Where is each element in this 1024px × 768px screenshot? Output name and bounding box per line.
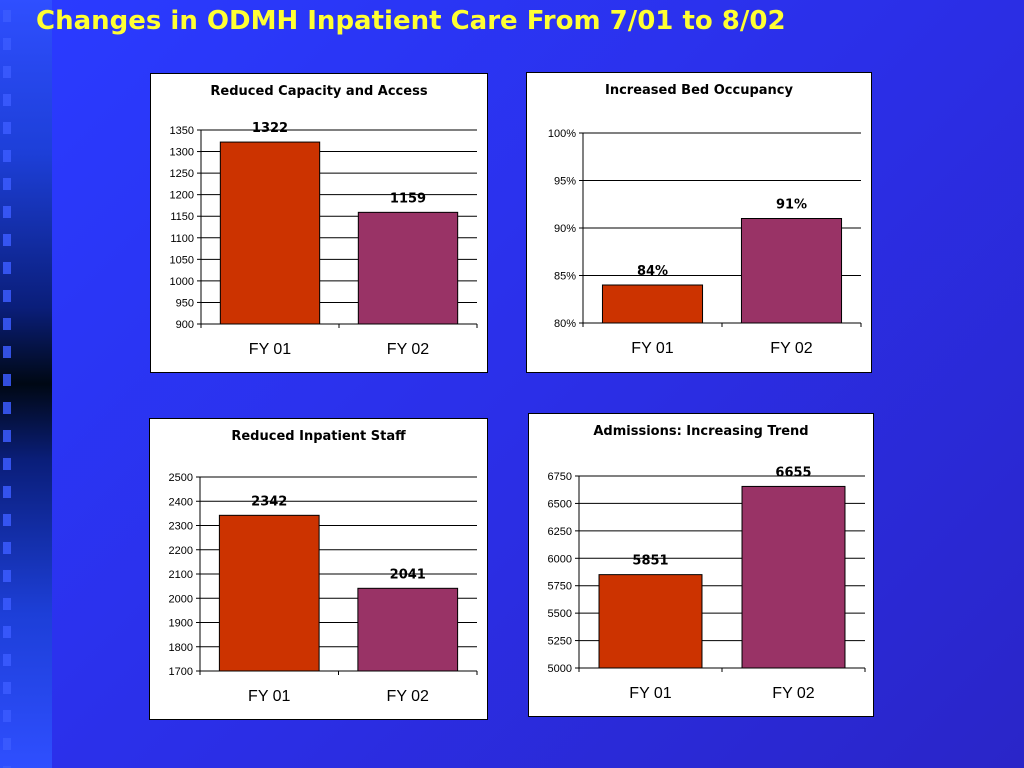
y-tick-label: 6500 [548, 498, 572, 510]
x-tick-label: FY 02 [387, 688, 430, 705]
chart-panel-staff: 1700 1800 1900 2000 2100 2200 2300 2400 2500 2342… [149, 418, 488, 720]
bar-chart: 1700 1800 1900 2000 2100 2200 2300 2400 2500 2342… [169, 472, 478, 705]
bar-fy-02 [357, 587, 459, 672]
x-tick-label: FY 01 [249, 341, 292, 358]
y-tick-label: 5750 [548, 581, 572, 593]
x-tick-label: FY 01 [631, 340, 674, 357]
data-label: 1159 [390, 191, 426, 206]
y-tick-label: 1200 [170, 190, 194, 202]
chart-panel-admissions: 5000 5250 5500 5750 6000 6250 6500 6750 5851 FY 0… [528, 413, 874, 717]
y-tick-label: 6000 [548, 553, 572, 565]
x-tick-label: FY 01 [248, 688, 291, 705]
page-title: Changes in ODMH Inpatient Care From 7/01… [36, 6, 786, 36]
y-tick-label: 1100 [170, 233, 194, 245]
bar-fy-01 [218, 514, 320, 672]
y-tick-label: 1150 [170, 211, 194, 223]
data-label: 6655 [775, 465, 811, 480]
x-tick-label: FY 01 [629, 685, 672, 702]
y-tick-label: 80% [554, 318, 576, 330]
bar-fy-01 [601, 284, 704, 324]
bar-chart: 80% 85% 90% 95% 100% 84% FY 01 91% FY 02 [548, 128, 862, 357]
y-tick-label: 2100 [169, 569, 193, 581]
bar-fy-02 [357, 211, 459, 325]
y-tick-label: 1300 [170, 147, 194, 159]
x-tick-label: FY 02 [387, 341, 430, 358]
y-tick-label: 6250 [548, 526, 572, 538]
y-tick-label: 1700 [169, 666, 193, 678]
y-tick-label: 85% [554, 271, 576, 283]
chart-title: Admissions: Increasing Trend [593, 424, 809, 439]
bar-fy-01 [219, 141, 321, 325]
data-label: 84% [637, 264, 668, 279]
y-tick-label: 2300 [169, 521, 193, 533]
x-tick-label: FY 02 [772, 685, 815, 702]
y-tick-label: 1900 [169, 618, 193, 630]
y-tick-label: 5250 [548, 636, 572, 648]
data-label: 2342 [251, 494, 287, 509]
chart-panel-occupancy: 80% 85% 90% 95% 100% 84% FY 01 91% FY 02 Increase… [526, 72, 872, 373]
data-label: 91% [776, 198, 807, 213]
chart-panel-capacity: 900 950 1000 1050 1100 1150 1200 1250 1300 1350 13… [150, 73, 488, 373]
x-tick-label: FY 02 [770, 340, 813, 357]
y-tick-label: 950 [176, 297, 194, 309]
y-tick-label: 95% [554, 176, 576, 188]
chart-title: Reduced Capacity and Access [210, 84, 428, 99]
data-label: 1322 [252, 121, 288, 136]
y-tick-label: 1250 [170, 168, 194, 180]
y-tick-label: 100% [548, 128, 576, 140]
y-tick-label: 1050 [170, 254, 194, 266]
bar-chart: 5000 5250 5500 5750 6000 6250 6500 6750 5851 FY 0… [548, 465, 866, 702]
y-tick-label: 2400 [169, 496, 193, 508]
y-tick-label: 2500 [169, 472, 193, 484]
chart-title: Reduced Inpatient Staff [231, 429, 406, 444]
data-label: 2041 [390, 567, 426, 582]
left-dotted-border [3, 0, 11, 768]
bar-chart: 900 950 1000 1050 1100 1150 1200 1250 1300 1350 13… [170, 121, 478, 358]
y-tick-label: 90% [554, 223, 576, 235]
y-tick-label: 900 [176, 319, 194, 331]
data-label: 5851 [632, 554, 668, 569]
bar-fy-01 [598, 574, 703, 669]
y-tick-label: 1000 [170, 276, 194, 288]
bar-fy-02 [740, 218, 843, 324]
y-tick-label: 2000 [169, 593, 193, 605]
y-tick-label: 5000 [548, 663, 572, 675]
y-tick-label: 5500 [548, 608, 572, 620]
y-tick-label: 1800 [169, 642, 193, 654]
y-tick-label: 2200 [169, 545, 193, 557]
chart-title: Increased Bed Occupancy [605, 83, 793, 98]
bar-fy-02 [741, 485, 846, 669]
y-tick-label: 6750 [548, 471, 572, 483]
y-tick-label: 1350 [170, 125, 194, 137]
